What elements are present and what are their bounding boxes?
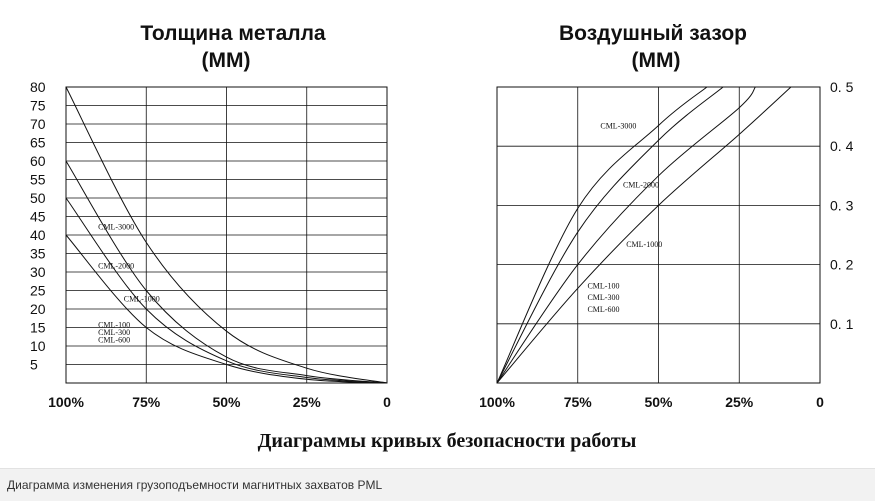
y-tick-label: 65 <box>30 135 46 151</box>
series-label: CML-1000 <box>626 240 662 249</box>
series-label: CML-600 <box>98 335 130 344</box>
y-tick-label: 0. 2 <box>830 257 854 273</box>
y-tick-label: 70 <box>30 116 46 132</box>
left-chart-title-line2: (ММ) <box>202 49 251 72</box>
y-tick-label: 20 <box>30 301 46 317</box>
figure-title: Диаграммы кривых безопасности работы <box>258 430 637 452</box>
series-line-cml-1000 <box>65 197 388 384</box>
x-tick-label: 50% <box>212 394 241 410</box>
x-tick-label: 75% <box>132 394 161 410</box>
y-tick-label: 75 <box>30 98 46 114</box>
y-tick-label: 0. 3 <box>830 197 854 213</box>
y-tick-label: 0. 4 <box>830 138 854 154</box>
y-tick-label: 40 <box>30 227 46 243</box>
charts-svg: Толщина металла (ММ) Воздушный зазор (ММ… <box>30 22 854 452</box>
x-tick-label: 0 <box>383 394 391 410</box>
caption-bar: Диаграмма изменения грузоподъемности маг… <box>0 468 875 501</box>
series-label: CML-600 <box>587 305 619 314</box>
x-tick-label: 50% <box>644 394 673 410</box>
y-tick-label: 80 <box>30 79 46 95</box>
y-tick-label: 0. 1 <box>830 316 854 332</box>
series-label: CML-2000 <box>98 261 134 270</box>
safety-curves-figure: Толщина металла (ММ) Воздушный зазор (ММ… <box>30 22 854 452</box>
series-label: CML-300 <box>587 293 619 302</box>
left-chart-thickness: 100% 75% 50% 25% 0 5 10 15 20 25 30 35 40 45 50 55 60 65 7… <box>30 79 391 410</box>
y-tick-label: 60 <box>30 153 46 169</box>
x-tick-label: 25% <box>725 394 754 410</box>
x-tick-label: 75% <box>564 394 593 410</box>
y-tick-label: 30 <box>30 264 46 280</box>
y-tick-label: 45 <box>30 209 46 225</box>
series-line-cml-2000 <box>65 160 388 384</box>
y-tick-label: 15 <box>30 320 46 336</box>
y-tick-label: 25 <box>30 283 46 299</box>
x-tick-label: 100% <box>48 394 84 410</box>
series-label: CML-2000 <box>623 181 659 190</box>
caption-text: Диаграмма изменения грузоподъемности маг… <box>7 478 383 492</box>
x-tick-label: 0 <box>816 394 824 410</box>
series-label: CML-3000 <box>600 121 636 130</box>
x-tick-label: 100% <box>479 394 515 410</box>
right-chart-title-line2: (ММ) <box>632 49 681 72</box>
y-tick-label: 0. 5 <box>830 79 854 95</box>
y-tick-label: 5 <box>30 357 38 373</box>
y-tick-label: 50 <box>30 190 46 206</box>
y-tick-label: 10 <box>30 338 46 354</box>
y-tick-label: 55 <box>30 172 46 188</box>
right-chart-title-line1: Воздушный зазор <box>559 22 747 45</box>
series-label: CML-100 <box>587 281 619 290</box>
series-label: CML-1000 <box>124 295 160 304</box>
y-tick-label: 35 <box>30 246 46 262</box>
series-line-cml-100 <box>65 234 388 384</box>
series-line-cml-2000 <box>496 86 724 384</box>
series-line-cml-1000 <box>496 86 756 384</box>
series-line-cml-3000 <box>496 86 708 384</box>
right-chart-air-gap: 100% 75% 50% 25% 0 0. 1 0. 2 0. 3 0. 4 0. 5 CML-30… <box>479 79 853 410</box>
series-label: CML-100 <box>98 321 130 330</box>
series-label: CML-3000 <box>98 222 134 231</box>
left-chart-title-line1: Толщина металла <box>140 22 326 45</box>
series-label: CML-300 <box>98 328 130 337</box>
x-tick-label: 25% <box>293 394 322 410</box>
series-line-cml-3000 <box>65 86 388 384</box>
series-line-cml-100 <box>496 86 792 384</box>
